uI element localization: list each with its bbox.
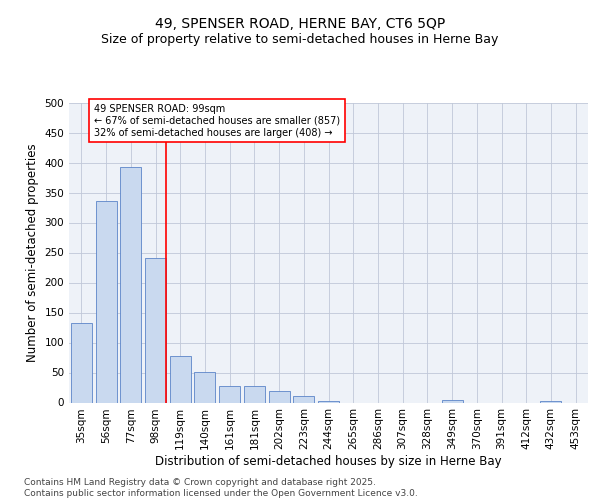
Bar xyxy=(244,386,265,402)
Bar xyxy=(120,168,141,402)
Bar xyxy=(170,356,191,403)
Bar xyxy=(145,258,166,402)
Text: Size of property relative to semi-detached houses in Herne Bay: Size of property relative to semi-detach… xyxy=(101,32,499,46)
Bar xyxy=(293,396,314,402)
Bar xyxy=(269,391,290,402)
Bar xyxy=(318,400,339,402)
Bar xyxy=(71,324,92,402)
X-axis label: Distribution of semi-detached houses by size in Herne Bay: Distribution of semi-detached houses by … xyxy=(155,455,502,468)
Text: 49 SPENSER ROAD: 99sqm
← 67% of semi-detached houses are smaller (857)
32% of se: 49 SPENSER ROAD: 99sqm ← 67% of semi-det… xyxy=(94,104,340,138)
Bar xyxy=(95,201,116,402)
Bar xyxy=(194,372,215,402)
Bar xyxy=(219,386,240,402)
Text: 49, SPENSER ROAD, HERNE BAY, CT6 5QP: 49, SPENSER ROAD, HERNE BAY, CT6 5QP xyxy=(155,18,445,32)
Bar xyxy=(442,400,463,402)
Y-axis label: Number of semi-detached properties: Number of semi-detached properties xyxy=(26,143,39,362)
Text: Contains HM Land Registry data © Crown copyright and database right 2025.
Contai: Contains HM Land Registry data © Crown c… xyxy=(24,478,418,498)
